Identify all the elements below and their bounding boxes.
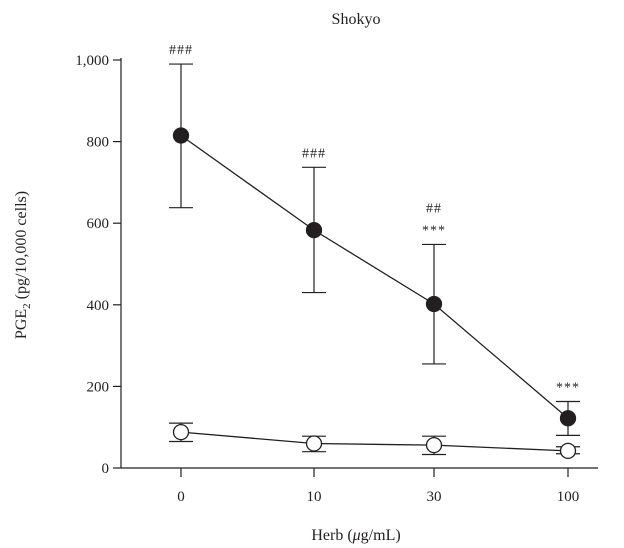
y-axis-title-end: (pg/10,000 cells) xyxy=(13,191,30,303)
data-point-open xyxy=(172,423,190,441)
x-axis-title-main: Herb ( xyxy=(311,527,352,544)
series-line-1 xyxy=(180,134,569,419)
data-point-open xyxy=(425,437,443,454)
data-point-filled xyxy=(305,221,323,239)
data-point-open xyxy=(305,435,323,452)
y-axis-title-main: PGE xyxy=(13,309,30,339)
series-line-2 xyxy=(180,431,569,452)
significance-label: *** xyxy=(556,380,580,395)
y-tick-label: 800 xyxy=(87,135,110,151)
significance-label: ## xyxy=(426,201,442,216)
x-tick-label: 0 xyxy=(177,489,185,505)
y-tick-label: 600 xyxy=(87,216,110,232)
x-tick-label: 10 xyxy=(307,489,322,505)
y-tick-label: 400 xyxy=(87,298,110,314)
x-tick-label: 100 xyxy=(557,489,580,505)
significance-label: ### xyxy=(302,146,326,161)
significance-label: ### xyxy=(169,43,193,58)
data-point-filled xyxy=(172,127,190,144)
data-point-open xyxy=(559,442,577,460)
y-tick-label: 0 xyxy=(102,461,110,477)
x-axis-title-mu: μ xyxy=(352,527,361,544)
y-axis-title-sub: 2 xyxy=(21,303,33,309)
significance-label: *** xyxy=(422,223,446,238)
data-point-filled xyxy=(559,410,577,427)
x-axis-title: Herb (μg/mL) xyxy=(311,527,400,544)
y-axis-title: PGE2 (pg/10,000 cells) xyxy=(13,191,33,339)
y-tick-label: 200 xyxy=(87,379,110,395)
chart-title: Shokyo xyxy=(332,11,381,28)
x-tick-label: 30 xyxy=(427,489,442,505)
x-axis-title-end: g/mL) xyxy=(361,527,401,544)
data-point-filled xyxy=(425,295,443,313)
y-tick-label: 1,000 xyxy=(75,53,109,69)
